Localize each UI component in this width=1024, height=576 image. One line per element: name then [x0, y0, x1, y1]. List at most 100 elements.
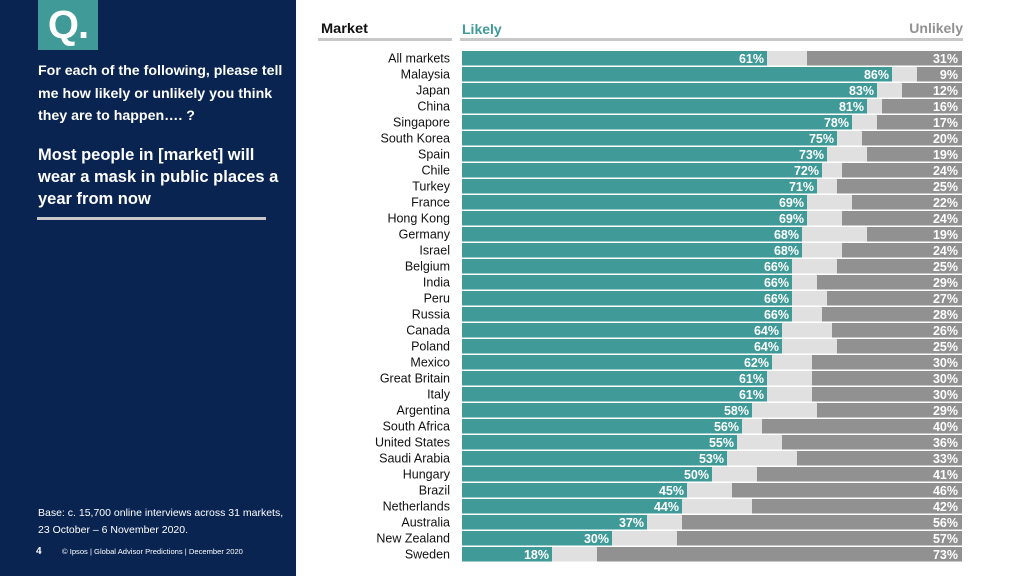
bar-likely	[462, 195, 807, 210]
category-label: Hong Kong	[387, 212, 450, 226]
bar-row: Netherlands 44% 42%	[383, 499, 962, 514]
category-label: Sweden	[405, 548, 450, 562]
bar-likely	[462, 451, 727, 466]
bar-likely	[462, 323, 782, 338]
likely-value-label: 55%	[709, 436, 734, 450]
bar-row: Singapore 78% 17%	[393, 115, 962, 130]
category-label: Brazil	[419, 484, 450, 498]
likely-value-label: 86%	[864, 68, 889, 82]
bar-unlikely	[877, 115, 962, 130]
likely-value-label: 66%	[764, 276, 789, 290]
likely-value-label: 53%	[699, 452, 724, 466]
unlikely-value-label: 25%	[933, 260, 958, 274]
unlikely-value-label: 31%	[933, 52, 958, 66]
bar-unlikely	[852, 195, 962, 210]
category-label: Hungary	[403, 468, 451, 482]
bar-unlikely	[832, 323, 962, 338]
unlikely-value-label: 24%	[933, 212, 958, 226]
bar-row: Mexico 62% 30%	[410, 355, 962, 370]
likely-value-label: 61%	[739, 52, 764, 66]
unlikely-value-label: 30%	[933, 356, 958, 370]
category-label: Russia	[412, 308, 450, 322]
unlikely-value-label: 56%	[933, 516, 958, 530]
bar-unlikely	[812, 355, 962, 370]
likely-value-label: 58%	[724, 404, 749, 418]
likely-value-label: 69%	[779, 196, 804, 210]
bar-likely	[462, 227, 802, 242]
unlikely-value-label: 46%	[933, 484, 958, 498]
bar-row: Hungary 50% 41%	[403, 467, 962, 482]
likely-value-label: 44%	[654, 500, 679, 514]
bar-unlikely	[862, 131, 962, 146]
category-label: Australia	[401, 516, 450, 530]
bar-likely	[462, 115, 852, 130]
unlikely-value-label: 20%	[933, 132, 958, 146]
unlikely-value-label: 36%	[933, 436, 958, 450]
likely-value-label: 71%	[789, 180, 814, 194]
header-rule-bars	[460, 38, 963, 41]
page-number: 4	[36, 546, 42, 557]
footer-text: © Ipsos | Global Advisor Predictions | D…	[62, 547, 243, 556]
unlikely-value-label: 42%	[933, 500, 958, 514]
unlikely-value-label: 29%	[933, 276, 958, 290]
bar-unlikely	[682, 515, 962, 530]
bar-likely	[462, 131, 837, 146]
bar-row: Sweden 18% 73%	[405, 547, 962, 562]
bar-row: Turkey 71% 25%	[412, 179, 962, 194]
bar-likely	[462, 435, 737, 450]
bar-likely	[462, 83, 877, 98]
likely-value-label: 68%	[774, 244, 799, 258]
bar-unlikely	[882, 99, 962, 114]
likely-value-label: 66%	[764, 308, 789, 322]
bar-likely	[462, 51, 767, 66]
likely-value-label: 37%	[619, 516, 644, 530]
bar-row: All markets 61% 31%	[388, 51, 962, 66]
category-label: Poland	[411, 340, 450, 354]
bar-row: United States 55% 36%	[375, 435, 962, 450]
bar-unlikely	[807, 51, 962, 66]
unlikely-value-label: 30%	[933, 372, 958, 386]
bar-row: Chile 72% 24%	[422, 163, 962, 178]
statement-text: Most people in [market] will wear a mask…	[38, 146, 279, 208]
bar-unlikely	[817, 275, 962, 290]
likely-value-label: 62%	[744, 356, 769, 370]
unlikely-value-label: 26%	[933, 324, 958, 338]
likely-value-label: 73%	[799, 148, 824, 162]
bar-unlikely	[597, 547, 962, 562]
likely-value-label: 56%	[714, 420, 739, 434]
likely-value-label: 81%	[839, 100, 864, 114]
bar-unlikely	[677, 531, 962, 546]
unlikely-value-label: 24%	[933, 164, 958, 178]
bar-likely	[462, 163, 822, 178]
unlikely-value-label: 41%	[933, 468, 958, 482]
likely-value-label: 66%	[764, 292, 789, 306]
category-label: South Korea	[381, 132, 451, 146]
category-label: New Zealand	[376, 532, 450, 546]
category-label: Italy	[427, 388, 451, 402]
likely-value-label: 66%	[764, 260, 789, 274]
bar-unlikely	[817, 403, 962, 418]
bar-likely	[462, 291, 792, 306]
header-unlikely: Unlikely	[909, 20, 963, 36]
category-label: Great Britain	[380, 372, 450, 386]
bar-likely	[462, 531, 612, 546]
likely-value-label: 18%	[524, 548, 549, 562]
bar-row: Argentina 58% 29%	[396, 403, 962, 418]
bar-likely	[462, 515, 647, 530]
unlikely-value-label: 19%	[933, 148, 958, 162]
category-label: Mexico	[410, 356, 450, 370]
category-label: Netherlands	[383, 500, 450, 514]
unlikely-value-label: 25%	[933, 180, 958, 194]
bar-row: Canada 64% 26%	[406, 323, 962, 338]
bar-unlikely	[902, 83, 962, 98]
bar-likely	[462, 99, 867, 114]
bar-row: Spain 73% 19%	[418, 147, 962, 162]
unlikely-value-label: 22%	[933, 196, 958, 210]
unlikely-value-label: 33%	[933, 452, 958, 466]
likely-value-label: 61%	[739, 372, 764, 386]
likely-value-label: 78%	[824, 116, 849, 130]
unlikely-value-label: 30%	[933, 388, 958, 402]
bar-likely	[462, 547, 552, 562]
bar-likely	[462, 371, 767, 386]
